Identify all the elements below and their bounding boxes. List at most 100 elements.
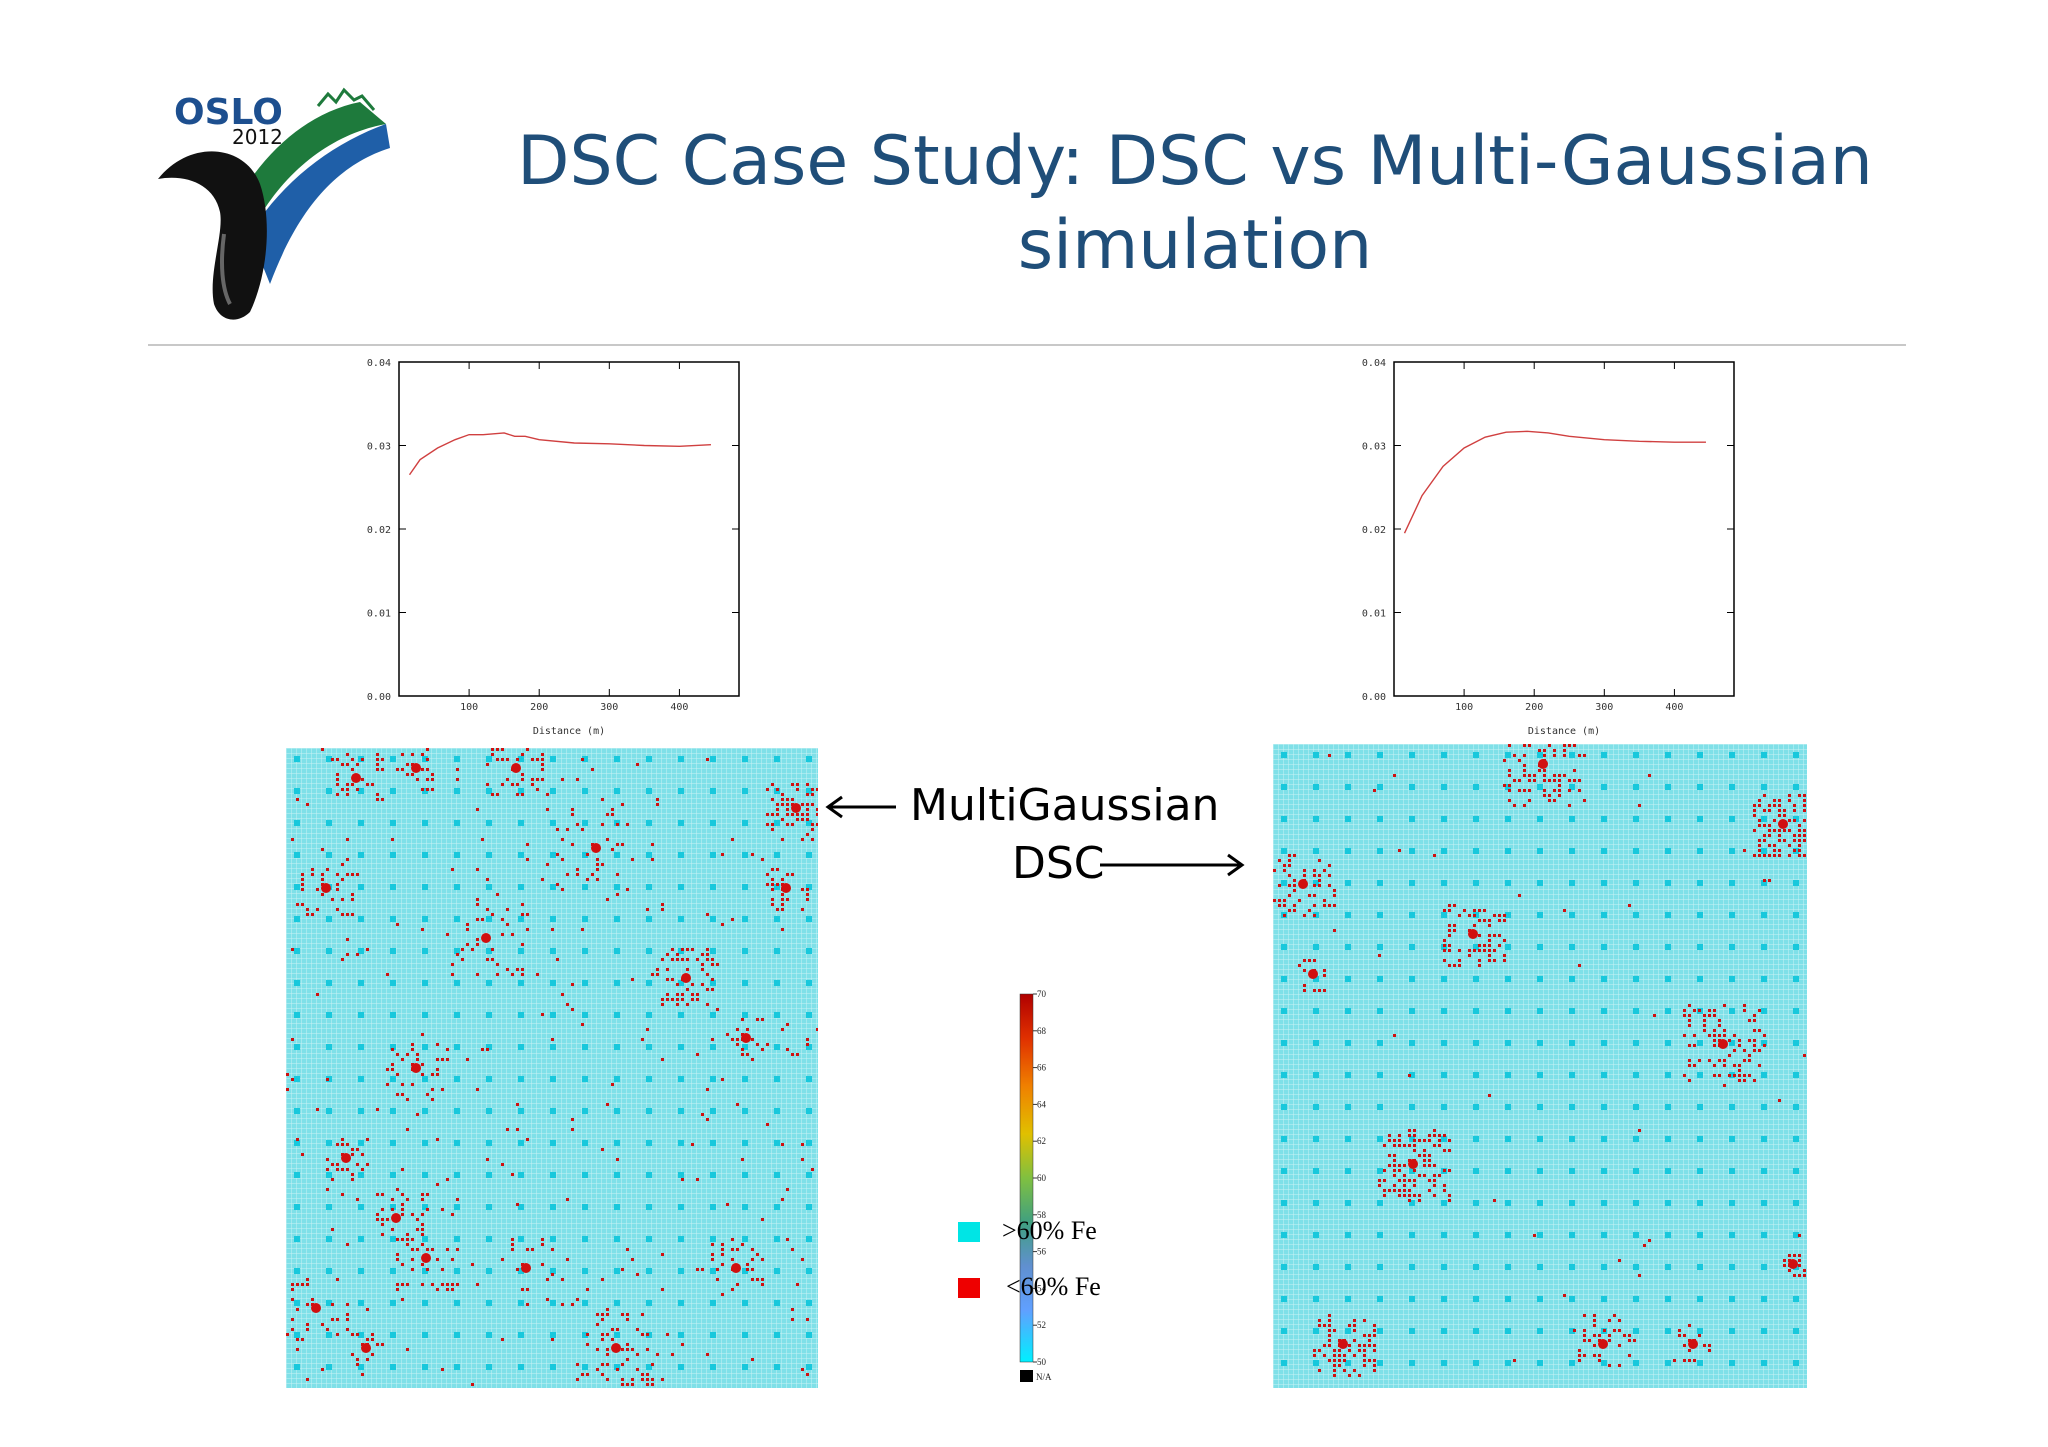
- left-map-low-cell: [436, 1138, 439, 1141]
- left-map-low-cell: [736, 1028, 739, 1031]
- right-map-low-cell: [1328, 904, 1331, 907]
- left-map-low-cell: [351, 913, 354, 916]
- left-map-low-cell: [621, 803, 624, 806]
- right-map-sample-point: [1313, 1072, 1319, 1078]
- left-map-low-cell: [771, 868, 774, 871]
- right-map-low-cell: [1578, 1359, 1581, 1362]
- left-map-low-cell: [511, 1243, 514, 1246]
- left-map-sample-point: [582, 1268, 588, 1274]
- left-map-low-cell: [591, 873, 594, 876]
- left-map-sample-point: [390, 980, 396, 986]
- left-map-low-cell: [401, 1298, 404, 1301]
- right-map-sample-point: [1601, 1168, 1607, 1174]
- left-map-sample-point: [582, 852, 588, 858]
- right-map-low-cell: [1493, 949, 1496, 952]
- right-map-low-cell: [1723, 1004, 1726, 1007]
- left-map-low-cell: [396, 1188, 399, 1191]
- right-map-sample-point: [1473, 784, 1479, 790]
- left-map-sample-point: [646, 948, 652, 954]
- right-map-sample-point: [1505, 880, 1511, 886]
- left-map-low-cell: [411, 1213, 414, 1216]
- left-map-low-cell: [786, 1023, 789, 1026]
- right-map-low-cell: [1778, 854, 1781, 857]
- left-map-low-cell: [476, 1088, 479, 1091]
- left-map-low-cell: [521, 943, 524, 946]
- left-map-low-cell: [626, 1358, 629, 1361]
- left-map-low-cell: [316, 908, 319, 911]
- right-map-low-cell: [1508, 784, 1511, 787]
- left-map-low-cell: [716, 963, 719, 966]
- left-map-low-cell: [541, 1238, 544, 1241]
- left-map-low-cell: [336, 758, 339, 761]
- right-map-sample-point: [1793, 880, 1799, 886]
- left-map-sample-point: [518, 980, 524, 986]
- left-map-low-cell: [376, 763, 379, 766]
- left-map-low-cell: [576, 1298, 579, 1301]
- right-map-sample-point: [1601, 1008, 1607, 1014]
- right-map-low-cell: [1488, 924, 1491, 927]
- left-map-sample-point: [806, 1268, 812, 1274]
- left-map-low-cell: [546, 808, 549, 811]
- right-map-low-cell: [1508, 769, 1511, 772]
- right-map-low-cell: [1393, 1169, 1396, 1172]
- right-map-low-cell: [1778, 804, 1781, 807]
- right-map-low-cell: [1758, 804, 1761, 807]
- left-map-low-cell: [406, 773, 409, 776]
- right-map-low-cell: [1753, 804, 1756, 807]
- left-map-sample-point: [454, 1300, 460, 1306]
- right-map-low-cell: [1373, 1329, 1376, 1332]
- left-map-sample-point: [806, 1012, 812, 1018]
- left-map-sample-point: [678, 884, 684, 890]
- left-map-low-cell: [381, 1343, 384, 1346]
- left-chart-ytick-label: 0.02: [367, 525, 391, 536]
- left-map-low-cell: [786, 1238, 789, 1241]
- right-map-sample-point: [1441, 1232, 1447, 1238]
- left-map-low-cell: [711, 1038, 714, 1041]
- left-map-low-cell: [771, 783, 774, 786]
- left-map-low-cell: [346, 1303, 349, 1306]
- right-map-low-cell: [1278, 884, 1281, 887]
- right-map-low-cell: [1783, 814, 1786, 817]
- left-map-sample-point: [582, 1204, 588, 1210]
- right-map-low-cell: [1753, 1029, 1756, 1032]
- right-map-low-cell: [1323, 899, 1326, 902]
- left-map-sample-point: [390, 1140, 396, 1146]
- left-map-low-cell: [771, 898, 774, 901]
- right-map-sample-point: [1345, 912, 1351, 918]
- right-map-low-cell: [1518, 789, 1521, 792]
- right-map-low-cell: [1768, 804, 1771, 807]
- right-map-low-cell: [1478, 934, 1481, 937]
- right-map-low-cell: [1428, 1179, 1431, 1182]
- left-map-sample-point: [742, 884, 748, 890]
- left-map-low-cell: [381, 798, 384, 801]
- right-map-sample-point: [1345, 784, 1351, 790]
- left-map-low-cell: [526, 1138, 529, 1141]
- left-map-low-cell: [391, 1063, 394, 1066]
- left-map-low-cell: [691, 993, 694, 996]
- left-map-low-cell: [596, 1348, 599, 1351]
- left-map-sample-point: [358, 1140, 364, 1146]
- right-map-low-cell: [1778, 834, 1781, 837]
- right-map-low-cell: [1418, 1199, 1421, 1202]
- left-map-low-cell: [386, 1218, 389, 1221]
- right-map-low-cell: [1783, 809, 1786, 812]
- right-map-low-cell: [1393, 774, 1396, 777]
- right-map-sample-point: [1281, 1232, 1287, 1238]
- right-map-low-cell: [1398, 1169, 1401, 1172]
- left-map-low-cell: [336, 1318, 339, 1321]
- left-map-low-cell: [496, 973, 499, 976]
- left-map-low-cell: [596, 863, 599, 866]
- right-map-low-cell: [1743, 1074, 1746, 1077]
- left-map-sample-point: [742, 852, 748, 858]
- right-map-sample-point: [1633, 1296, 1639, 1302]
- right-map-sample-point: [1569, 1168, 1575, 1174]
- right-map-low-cell: [1513, 779, 1516, 782]
- left-map-low-cell: [586, 878, 589, 881]
- left-map-low-cell: [806, 888, 809, 891]
- right-map-sample-point: [1537, 848, 1543, 854]
- left-map-sample-point: [454, 1076, 460, 1082]
- right-map-low-cell: [1433, 1129, 1436, 1132]
- left-map-low-cell: [601, 823, 604, 826]
- left-map-low-cell: [636, 1273, 639, 1276]
- left-map-sample-point: [454, 1012, 460, 1018]
